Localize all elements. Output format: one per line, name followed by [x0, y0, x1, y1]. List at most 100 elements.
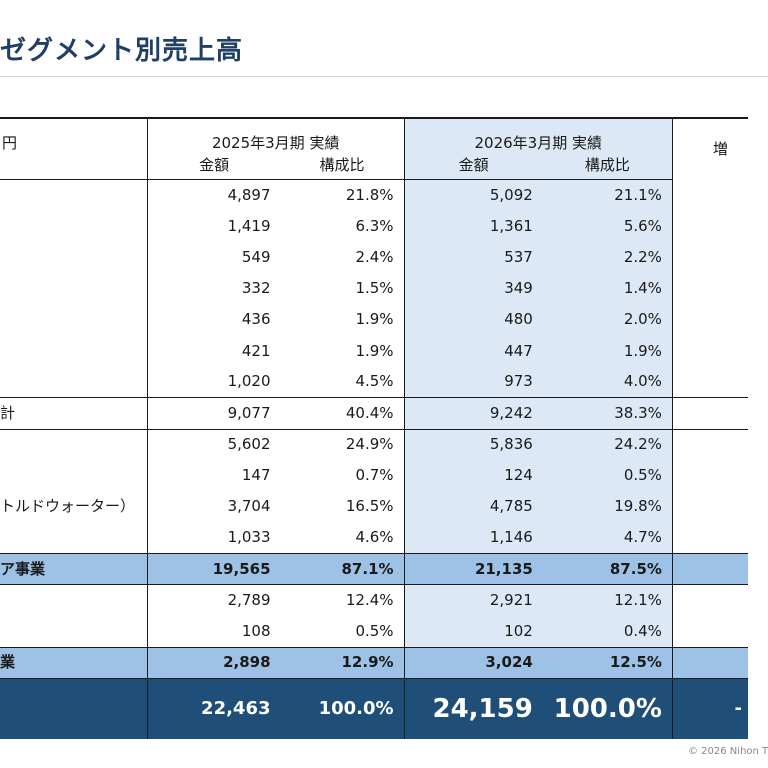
fy2026-ratio: 4.0%: [542, 366, 673, 398]
change-cell: [671, 646, 748, 680]
change-cell: [671, 522, 748, 554]
row-label: [0, 523, 147, 554]
fy2025-amount: 1,033: [146, 522, 281, 554]
table-row: 332 1.5% 349 1.4%: [0, 273, 748, 305]
fy2025-ratio: 12.9%: [280, 646, 405, 680]
fy2025-amount: 3,704: [146, 491, 281, 523]
row-label: [0, 460, 147, 491]
page-title: ゼグメント別売上高: [0, 36, 244, 66]
fy2025-ratio: 1.9%: [355, 310, 394, 329]
fy2026-ratio: 5.6%: [542, 210, 673, 242]
fy2025-amount: 19,565: [146, 553, 281, 586]
fy2025-ratio: 12.4%: [345, 591, 394, 610]
fy2025-ratio: 0.7%: [355, 466, 394, 485]
fy2025-ratio: 16.5%: [345, 497, 394, 516]
table-row: 1,419 6.3% 1,361 5.6%: [0, 210, 748, 242]
row-label: [0, 273, 147, 304]
fy2026-ratio: 19.8%: [542, 491, 673, 523]
fy2026-amount: 447: [403, 335, 543, 367]
unit-label-line2: 捨）: [0, 151, 148, 180]
fy2026-ratio: 0.5%: [542, 460, 673, 492]
row-label: [0, 211, 147, 242]
fy2025-ratio: 40.4%: [280, 397, 405, 430]
fy2026-ratio: 12.1%: [542, 584, 673, 617]
fy2025-ratio: 1.5%: [355, 279, 394, 298]
fy2026-ratio: 38.3%: [542, 397, 673, 430]
fy2026-amount: 537: [403, 241, 543, 274]
change-cell: [671, 584, 748, 617]
grand-total-fy2026-ratio: 100.0%: [542, 678, 673, 739]
fy2025-amount: 2,898: [146, 646, 281, 680]
fy2025-ratio: 87.1%: [280, 553, 405, 586]
fy2026-ratio: 0.4%: [542, 616, 673, 648]
table-row: 1,020 4.5% 973 4.0%: [0, 366, 748, 398]
fy2026-ratio: 4.7%: [542, 522, 673, 554]
fy2025-ratio: 1.9%: [355, 341, 394, 360]
fy2026-ratio: 24.2%: [542, 429, 673, 461]
fy2025-ratio: 24.9%: [345, 435, 394, 454]
fy2026-ratio: 12.5%: [542, 646, 673, 680]
fy2026-ratio: 1.4%: [542, 273, 673, 305]
fy2026-amount: 973: [403, 366, 543, 398]
unit-label-line1: 円: [0, 117, 148, 151]
row-label: [0, 367, 147, 398]
fy2026-ratio: 2.2%: [542, 241, 673, 274]
change-cell: [671, 429, 748, 461]
table-row: 147 0.7% 124 0.5%: [0, 460, 748, 492]
grand-total-label: [0, 678, 148, 739]
segment-sales-table: 円 2025年3月期 実績 2026年3月期 実績 増 捨） 金額 構成比 金額…: [0, 117, 748, 739]
table-row: 2,789 12.4% 2,921 12.1%: [0, 584, 748, 617]
change-cell: [671, 366, 748, 398]
change-cell: [671, 491, 748, 523]
fy2025-ratio: 6.3%: [355, 216, 394, 235]
row-label: [0, 335, 147, 366]
table-row: 5,602 24.9% 5,836 24.2%: [0, 429, 748, 461]
fy2025-ratio: 21.8%: [345, 185, 394, 204]
table-row: 436 1.9% 480 2.0%: [0, 304, 748, 336]
change-cell: [671, 460, 748, 492]
table-row: トルドウォーター） 3,704 16.5% 4,785 19.8%: [0, 491, 748, 523]
fy2025-amount: 147: [146, 460, 281, 492]
fy2025-ratio: 0.5%: [355, 621, 394, 640]
fy2026-amount: 21,135: [403, 553, 543, 586]
row-label: [0, 616, 147, 647]
fy2026-amount: 102: [403, 616, 543, 648]
fy2025-amount: 9,077: [146, 397, 281, 430]
fy2025-header: 2025年3月期 実績: [146, 117, 405, 151]
fy2026-amount: 1,146: [403, 522, 543, 554]
row-label: [0, 585, 147, 616]
fy2025-amount: 549: [146, 241, 281, 274]
row-label: [0, 304, 147, 335]
fy2026-amount: 480: [403, 304, 543, 336]
fy2025-ratio: 4.6%: [355, 528, 394, 547]
fy2026-amount-header: 金額: [403, 151, 543, 180]
subtotal-row: 計 9,077 40.4% 9,242 38.3%: [0, 397, 748, 430]
table-row: 421 1.9% 447 1.9%: [0, 335, 748, 367]
fy2026-amount: 4,785: [403, 491, 543, 523]
change-cell: [671, 397, 748, 430]
fy2025-amount: 108: [146, 616, 281, 648]
change-cell: [671, 335, 748, 367]
fy2026-ratio: 21.1%: [542, 179, 673, 211]
change-cell: [671, 179, 748, 211]
fy2026-ratio: 1.9%: [542, 335, 673, 367]
row-label: 計: [0, 397, 148, 430]
table-row: 549 2.4% 537 2.2%: [0, 241, 748, 274]
segment-total-row: 業 2,898 12.9% 3,024 12.5%: [0, 646, 748, 680]
copyright-footer: © 2026 Nihon T: [688, 746, 768, 757]
grand-total-row: 22,463 100.0% 24,159 100.0% -: [0, 678, 748, 739]
table-row: 4,897 21.8% 5,092 21.1%: [0, 179, 748, 211]
fy2025-amount: 436: [146, 304, 281, 336]
change-cell: [671, 210, 748, 242]
fy2025-amount: 5,602: [146, 429, 281, 461]
row-label: [0, 242, 147, 273]
fy2026-amount: 349: [403, 273, 543, 305]
fy2025-amount-header: 金額: [146, 151, 281, 180]
segment-total-row: ア事業 19,565 87.1% 21,135 87.5%: [0, 553, 748, 586]
grand-total-change: -: [671, 678, 748, 739]
grand-total-fy2025-ratio: 100.0%: [280, 678, 405, 739]
fy2025-ratio-header: 構成比: [280, 151, 405, 180]
grand-total-fy2026-amount: 24,159: [403, 678, 543, 739]
table-row: 1,033 4.6% 1,146 4.7%: [0, 522, 748, 554]
change-cell: [671, 241, 748, 274]
